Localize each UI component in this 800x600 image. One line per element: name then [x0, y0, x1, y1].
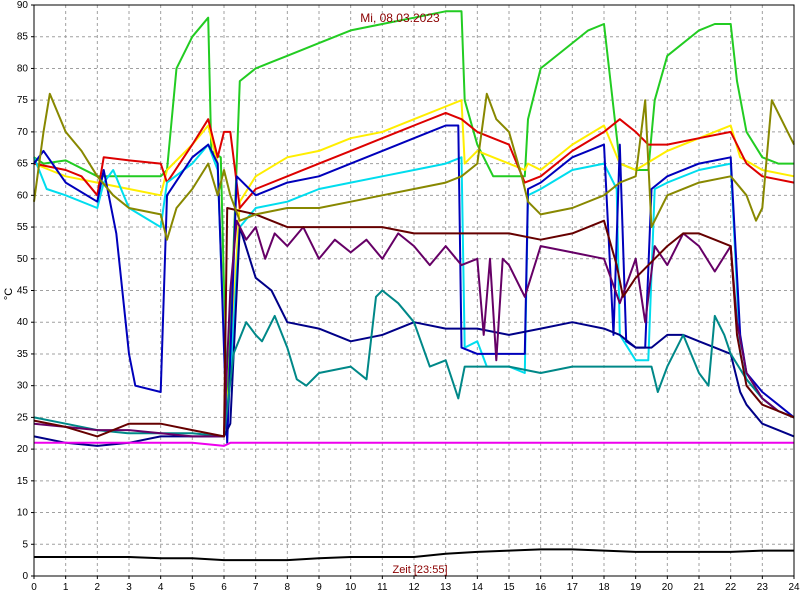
- y-axis-label: °C: [3, 288, 15, 300]
- y-tick-label: 30: [17, 381, 29, 392]
- chart-title: Mi, 08.03.2023: [360, 11, 440, 25]
- x-tick-label: 10: [345, 582, 357, 593]
- x-tick-label: 15: [503, 582, 515, 593]
- x-axis-ticks: 0 1 2 3 4 5 6 7 8 9 10 11 12 13 14 15 16 17 18 19 20 21 22 23 24: [31, 576, 800, 593]
- x-tick-label: 5: [190, 582, 196, 593]
- x-tick-label: 8: [285, 582, 291, 593]
- x-tick-label: 1: [63, 582, 69, 593]
- y-tick-label: 70: [17, 127, 29, 138]
- y-tick-label: 0: [22, 571, 28, 582]
- y-tick-label: 90: [17, 0, 29, 11]
- x-tick-label: 11: [377, 582, 388, 593]
- x-tick-label: 2: [95, 582, 101, 593]
- series-line-5: [33, 124, 795, 444]
- y-tick-label: 50: [17, 254, 29, 265]
- x-tick-label: 17: [567, 582, 579, 593]
- series-line-12: [34, 548, 794, 562]
- y-tick-label: 15: [17, 476, 29, 487]
- x-tick-label: 21: [693, 582, 705, 593]
- y-tick-label: 25: [17, 412, 29, 423]
- x-tick-label: 7: [253, 582, 259, 593]
- series-line-11: [34, 441, 794, 447]
- y-tick-label: 75: [17, 95, 29, 106]
- y-tick-label: 85: [17, 32, 29, 43]
- y-tick-label: 60: [17, 190, 29, 201]
- y-tick-label: 35: [17, 349, 29, 360]
- x-tick-label: 16: [535, 582, 547, 593]
- x-tick-label: 24: [788, 582, 800, 593]
- y-tick-label: 20: [17, 444, 29, 455]
- y-tick-label: 65: [17, 159, 29, 170]
- y-tick-label: 55: [17, 222, 29, 233]
- time-label: Zeit [23:55]: [392, 564, 447, 576]
- y-tick-label: 5: [22, 539, 28, 550]
- y-tick-label: 45: [17, 286, 29, 297]
- x-tick-label: 4: [158, 582, 164, 593]
- x-tick-label: 20: [662, 582, 674, 593]
- series-line-9: [33, 207, 795, 438]
- x-tick-label: 0: [31, 582, 37, 593]
- series-lines: [33, 10, 795, 562]
- series-line-7: [33, 289, 795, 438]
- x-tick-label: 22: [725, 582, 737, 593]
- y-tick-label: 80: [17, 63, 29, 74]
- x-tick-label: 9: [316, 582, 322, 593]
- x-tick-label: 23: [757, 582, 769, 593]
- series-line-10: [33, 92, 795, 241]
- x-tick-label: 13: [440, 582, 452, 593]
- x-tick-label: 19: [630, 582, 642, 593]
- x-tick-label: 14: [472, 582, 484, 593]
- x-tick-label: 18: [598, 582, 610, 593]
- x-tick-label: 12: [408, 582, 420, 593]
- y-axis-ticks: 0 5 10 15 20 25 30 35 40 45 50 55 60 65 70 75 80 85 90: [17, 0, 34, 582]
- x-tick-label: 6: [221, 582, 227, 593]
- series-line-1: [33, 10, 794, 419]
- x-tick-label: 3: [126, 582, 132, 593]
- y-tick-label: 10: [17, 508, 29, 519]
- y-tick-label: 40: [17, 317, 29, 328]
